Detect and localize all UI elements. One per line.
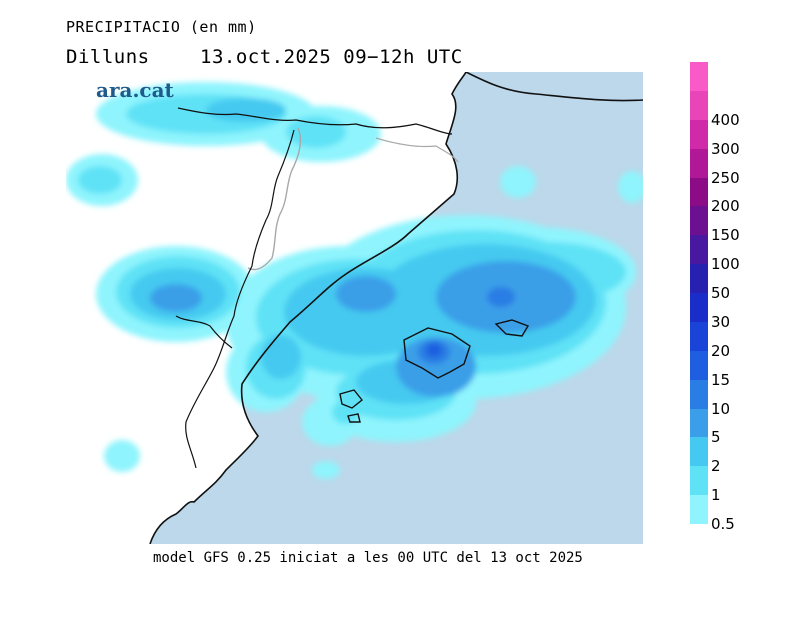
ibiza-coast <box>339 389 363 409</box>
legend-swatch <box>690 408 708 438</box>
legend-label: 100 <box>711 255 740 274</box>
legend-label: 1 <box>711 486 721 505</box>
legend-label: 0.5 <box>711 515 735 533</box>
legend-label: 30 <box>711 312 731 331</box>
legend-label: 50 <box>711 284 731 302</box>
legend-swatch <box>690 62 708 91</box>
pyrenees-border <box>177 107 453 135</box>
legend-label: 15 <box>711 370 731 389</box>
legend-swatch <box>690 235 708 265</box>
legend-swatch <box>690 321 708 351</box>
regional-border <box>247 127 302 271</box>
legend-swatch <box>690 177 708 207</box>
legend-label: 2 <box>711 457 721 476</box>
legend-label: 10 <box>711 399 731 418</box>
legend-swatch <box>690 148 708 178</box>
legend-label: 150 <box>711 226 740 245</box>
forecast-day: Dilluns <box>66 46 150 68</box>
legend-label: 20 <box>711 341 731 360</box>
ara-cat-logo: ara.cat <box>96 78 174 102</box>
precipitation-legend <box>690 62 710 524</box>
model-caption: model GFS 0.25 iniciat a les 00 UTC del … <box>153 550 583 566</box>
legend-swatch <box>690 437 708 467</box>
france-coast <box>465 72 643 102</box>
minor-border <box>375 137 459 163</box>
map-title: PRECIPITACIO (en mm) <box>66 18 257 36</box>
legend-label: 250 <box>711 168 740 187</box>
south-border <box>175 315 233 349</box>
legend-label: 300 <box>711 139 740 158</box>
coastline <box>149 72 467 544</box>
legend-swatch <box>690 206 708 236</box>
legend-label: 5 <box>711 428 721 447</box>
precipitation-field <box>66 82 643 479</box>
legend-swatch <box>690 90 708 120</box>
precipitation-map <box>66 72 643 544</box>
menorca-coast <box>494 319 530 337</box>
legend-swatch <box>690 495 708 524</box>
legend-swatch <box>690 466 708 496</box>
legend-swatch <box>690 119 708 149</box>
legend-label: 400 <box>711 110 740 129</box>
legend-swatch <box>690 379 708 409</box>
legend-swatch <box>690 293 708 322</box>
mallorca-coast <box>403 327 471 379</box>
legend-swatch <box>690 264 708 293</box>
legend-swatch <box>690 350 708 380</box>
interior-border <box>185 129 295 469</box>
forecast-datetime: 13.oct.2025 09−12h UTC <box>200 46 463 68</box>
formentera-coast <box>347 413 361 423</box>
legend-label: 200 <box>711 197 740 216</box>
